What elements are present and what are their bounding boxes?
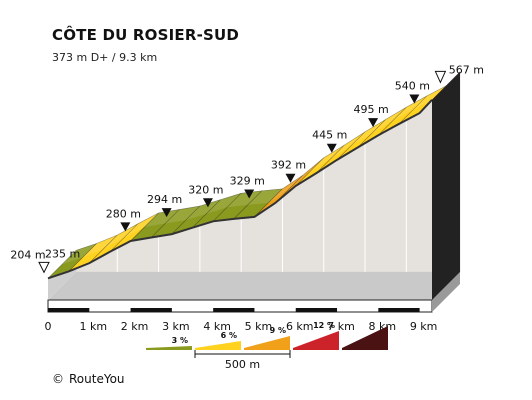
profile-top-layer — [47, 71, 461, 300]
x-tick-label: 9 km — [410, 320, 438, 333]
elevation-label: 294 m — [147, 193, 182, 206]
profile-segment-highlight — [82, 235, 118, 258]
elevation-label: 445 m — [312, 129, 347, 142]
end-marker — [434, 70, 447, 84]
elevation-marker — [368, 118, 379, 128]
copyright-symbol: © — [52, 372, 64, 386]
profile-segment-highlight — [185, 199, 221, 221]
start-marker — [38, 261, 50, 274]
legend-label: 6 % — [221, 331, 237, 340]
elevation-marker — [120, 222, 131, 232]
profile-segment-highlight — [62, 243, 97, 265]
elevation-label: 320 m — [188, 183, 223, 196]
profile-segment-highlight — [165, 206, 200, 224]
profile-segment-highlight — [371, 107, 407, 134]
legend-label: 12 % — [313, 321, 335, 330]
base-distance-strip — [48, 308, 90, 312]
base-distance-strip — [213, 308, 255, 312]
legend-wedge — [342, 326, 388, 350]
profile-segment-highlight — [289, 157, 324, 190]
x-tick-label: 2 km — [121, 320, 149, 333]
profile-segment-highlight — [227, 190, 262, 208]
profile-segment-highlight — [412, 85, 448, 110]
profile-side-wall — [75, 71, 461, 273]
elevation-label: 495 m — [353, 103, 388, 116]
elevation-label-start: 204 m — [10, 248, 45, 261]
legend-label: 9 % — [270, 326, 286, 335]
elevation-marker — [202, 198, 213, 208]
legend-wedge — [146, 346, 192, 350]
profile-segment-highlight — [206, 193, 242, 214]
chart-subtitle: 373 m D+ / 9.3 km — [52, 51, 158, 64]
base-distance-strip — [130, 308, 172, 312]
legend-wedge — [244, 336, 290, 350]
profile-segment-highlight — [351, 119, 386, 146]
profile-segment-highlight — [247, 188, 283, 205]
x-tick-label: 7 km — [327, 320, 355, 333]
profile-end-face — [432, 71, 460, 300]
profile-segment-highlight — [103, 223, 138, 250]
x-tick-label: 0 — [45, 320, 52, 333]
base-distance-strip — [295, 308, 338, 312]
copyright: © RouteYou — [52, 372, 125, 386]
gradient-legend: 3 % 6 % 9 % 12 % 500 m — [146, 321, 388, 371]
chart-title: CÔTE DU ROSIER-SUD — [52, 26, 240, 44]
legend-wedge — [195, 341, 241, 350]
elevation-labels: 204 m 235 m 280 m 294 m 320 m 329 m 392 m 445 m… — [10, 63, 484, 274]
profile-base-layer — [47, 250, 460, 313]
x-axis: 0 1 km 2 km 3 km 4 km 5 km 6 km 7 km 8 km 9 km — [45, 320, 438, 333]
elevation-label: 235 m — [45, 247, 80, 260]
base-distance-strip — [378, 308, 420, 312]
copyright-text: RouteYou — [69, 372, 125, 386]
profile-segment-highlight — [268, 175, 304, 203]
profile-side-layer — [75, 71, 461, 273]
base-top-face — [48, 272, 460, 300]
elevation-label: 540 m — [395, 80, 430, 93]
elevation-marker — [326, 143, 337, 153]
elevation-label: 329 m — [230, 174, 265, 187]
scale-label: 500 m — [225, 358, 260, 371]
profile-segment-highlight — [330, 131, 366, 160]
legend-label: 3 % — [172, 336, 188, 345]
profile-segment-highlight — [309, 145, 345, 172]
elevation-marker — [244, 189, 255, 199]
x-tick-label: 5 km — [245, 320, 273, 333]
legend-wedge — [293, 331, 339, 350]
elevation-label-end: 567 m — [449, 63, 484, 76]
profile-segment-highlight — [123, 212, 159, 238]
profile-segment-highlight — [144, 209, 180, 227]
elevation-marker — [409, 94, 420, 104]
elevation-marker — [285, 173, 296, 183]
profile-front-edge — [47, 99, 433, 280]
elevation-marker — [161, 208, 172, 218]
x-tick-label: 6 km — [286, 320, 314, 333]
x-tick-label: 3 km — [162, 320, 190, 333]
x-tick-label: 4 km — [203, 320, 231, 333]
elevation-label: 280 m — [106, 207, 141, 220]
x-tick-label: 1 km — [79, 320, 107, 333]
profile-segment-highlight — [392, 95, 427, 122]
x-tick-label: 8 km — [369, 320, 397, 333]
base-end-face — [432, 272, 460, 312]
elevation-label: 392 m — [271, 159, 306, 172]
